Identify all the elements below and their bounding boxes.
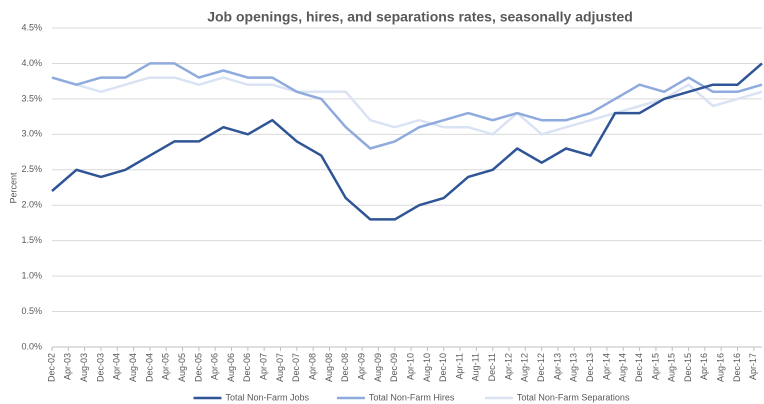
x-tick-label: Dec-16 [732,353,742,382]
legend-label: Total Non-Farm Jobs [226,392,310,402]
x-tick-label: Aug-08 [324,353,334,382]
x-tick-label: Aug-09 [373,353,383,382]
x-tick-label: Apr-08 [308,353,318,380]
x-tick-label: Aug-03 [79,353,89,382]
y-tick-label: 2.5% [21,164,42,174]
y-tick-label: 0.0% [21,341,42,351]
x-tick-label: Apr-06 [210,353,220,380]
x-tick-label: Apr-10 [405,353,415,380]
x-tick-label: Aug-15 [667,353,677,382]
x-tick-label: Aug-11 [471,353,481,381]
x-tick-label: Apr-04 [112,353,122,380]
x-tick-label: Dec-08 [340,353,350,382]
series-line [51,62,763,221]
legend-label: Total Non-Farm Separations [517,392,630,402]
x-tick-label: Dec-04 [144,353,154,382]
y-tick-label: 4.5% [21,22,42,32]
x-tick-label: Aug-06 [226,353,236,382]
x-tick-label: Aug-14 [618,353,628,382]
x-tick-label: Apr-15 [650,353,660,380]
x-tick-label: Dec-10 [438,353,448,382]
x-tick-label: Dec-11 [487,353,497,381]
x-tick-label: Dec-12 [536,353,546,382]
legend-label: Total Non-Farm Hires [369,392,455,402]
x-tick-label: Apr-13 [552,353,562,380]
x-tick-label: Dec-07 [291,353,301,382]
x-tick-label: Aug-10 [422,353,432,382]
x-tick-label: Aug-07 [275,353,285,382]
y-tick-label: 4.0% [21,58,42,68]
y-tick-label: 0.5% [21,306,42,316]
x-tick-label: Dec-09 [389,353,399,382]
x-tick-label: Aug-05 [177,353,187,382]
x-tick-label: Aug-16 [716,353,726,382]
x-tick-label: Apr-07 [259,353,269,380]
y-tick-label: 1.5% [21,235,42,245]
y-tick-label: 2.0% [21,200,42,210]
y-tick-label: 3.5% [21,93,42,103]
x-tick-label: Apr-14 [601,353,611,380]
x-tick-label: Apr-09 [356,353,366,380]
y-tick-label: 1.0% [21,270,42,280]
x-tick-label: Dec-03 [95,353,105,382]
x-tick-label: Apr-17 [748,353,758,380]
x-tick-label: Dec-05 [193,353,203,382]
x-tick-label: Dec-15 [683,353,693,382]
x-tick-label: Aug-04 [128,353,138,382]
x-tick-label: Apr-03 [63,353,73,380]
x-tick-label: Apr-12 [503,353,513,380]
x-tick-label: Aug-12 [520,353,530,382]
x-tick-label: Dec-06 [242,353,252,382]
y-tick-label: 3.0% [21,129,42,139]
x-tick-label: Dec-02 [46,353,56,382]
x-tick-label: Dec-14 [634,353,644,382]
x-tick-label: Apr-16 [699,353,709,380]
series-line [51,62,763,150]
series-line [51,76,763,136]
chart-title: Job openings, hires, and separations rat… [207,9,633,25]
x-tick-label: Apr-05 [161,353,171,380]
y-axis-label: Percent [8,172,18,204]
x-tick-label: Dec-13 [585,353,595,382]
x-tick-label: Aug-13 [569,353,579,382]
x-tick-label: Apr-11 [454,353,464,379]
